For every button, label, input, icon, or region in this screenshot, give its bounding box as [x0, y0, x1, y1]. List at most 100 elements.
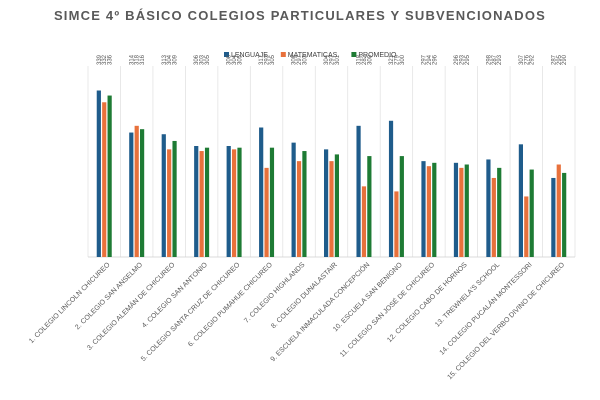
bar-lenguaje — [226, 146, 231, 257]
data-label: 306 — [194, 54, 200, 65]
data-label: 332 — [102, 54, 108, 65]
chart-title: SIMCE 4º BÁSICO COLEGIOS PARTICULARES Y … — [53, 8, 547, 23]
data-label: 304 — [324, 54, 330, 65]
category-label: 10. ESCUELA SAN BENIGNO — [332, 261, 404, 333]
data-label: 295 — [557, 54, 563, 65]
data-label: 297 — [297, 54, 303, 65]
bar-matematicas — [394, 191, 399, 257]
bar-lenguaje — [356, 125, 361, 258]
bar-lenguaje — [161, 134, 166, 257]
bar-matematicas — [296, 161, 302, 257]
bar-matematicas — [361, 186, 367, 257]
bar-promedio — [432, 162, 437, 257]
data-label: 287 — [492, 54, 498, 65]
data-label: 305 — [238, 54, 244, 65]
data-label: 293 — [497, 54, 503, 65]
data-label: 276 — [524, 54, 530, 65]
bar-lenguaje — [388, 120, 394, 257]
data-label: 304 — [167, 54, 173, 65]
data-label: 279 — [394, 54, 400, 65]
data-label: 318 — [357, 54, 363, 65]
bar-matematicas — [426, 166, 431, 257]
bar-lenguaje — [96, 90, 101, 257]
bar-promedio — [562, 172, 567, 257]
data-label: 293 — [459, 54, 465, 65]
bar-matematicas — [459, 167, 464, 257]
legend-label: LENGUAJE — [231, 52, 268, 59]
bar-matematicas — [232, 149, 237, 257]
data-label: 307 — [519, 54, 525, 65]
bar-matematicas — [199, 151, 204, 257]
data-label: 296 — [454, 54, 460, 65]
data-label: 303 — [302, 54, 308, 65]
bar-lenguaje — [453, 162, 459, 257]
data-label: 298 — [486, 54, 492, 65]
data-label: 321 — [389, 54, 395, 65]
data-label: 309 — [173, 54, 179, 65]
bar-promedio — [497, 167, 502, 257]
bar-matematicas — [491, 177, 496, 257]
bar-promedio — [529, 169, 534, 257]
bar-promedio — [464, 164, 469, 257]
data-label: 303 — [200, 54, 206, 65]
data-label: 297 — [422, 54, 428, 65]
data-label: 296 — [432, 54, 438, 65]
bar-promedio — [237, 147, 242, 257]
bar-lenguaje — [518, 144, 523, 257]
data-label: 292 — [530, 54, 536, 65]
data-label: 295 — [465, 54, 471, 65]
data-label: 301 — [335, 54, 341, 65]
bar-promedio — [172, 140, 177, 257]
data-label: 318 — [135, 54, 141, 65]
bar-matematicas — [167, 149, 172, 257]
category-label: 7. COLEGIO HIGHLANDS — [243, 261, 306, 324]
category-label: 2. COLEGIO SAN ANSELMO — [74, 261, 144, 331]
data-label: 305 — [205, 54, 211, 65]
legend-swatch — [224, 52, 229, 57]
data-label: 300 — [400, 54, 406, 65]
bar-lenguaje — [291, 142, 296, 257]
data-label: 297 — [330, 54, 336, 65]
bar-matematicas — [556, 164, 561, 257]
data-label: 339 — [97, 54, 103, 65]
bar-matematicas — [264, 167, 269, 257]
legend-swatch — [351, 52, 357, 57]
data-label: 336 — [108, 54, 114, 65]
category-label: 15. COLEGIO DEL VERBO DIVINO DE CHICUREO — [446, 261, 566, 381]
bar-matematicas — [102, 102, 107, 257]
data-label: 300 — [367, 54, 373, 65]
bar-lenguaje — [421, 161, 426, 257]
bar-promedio — [140, 129, 145, 257]
data-label: 287 — [551, 54, 557, 65]
category-label: 8. COLEGIO DUNALASTAIR — [270, 261, 339, 330]
bar-promedio — [269, 147, 275, 257]
bar-matematicas — [134, 125, 139, 258]
bar-matematicas — [329, 161, 334, 257]
data-label: 282 — [362, 54, 368, 65]
bar-lenguaje — [129, 132, 134, 257]
data-label: 306 — [227, 54, 233, 65]
bar-promedio — [334, 154, 339, 257]
bar-promedio — [367, 156, 372, 257]
data-label: 316 — [140, 54, 146, 65]
legend-label: MATEMATICAS — [288, 52, 338, 59]
bar-lenguaje — [259, 127, 264, 257]
bar-matematicas — [524, 196, 529, 257]
data-label: 317 — [259, 54, 265, 65]
legend-label: PROMEDIO — [358, 52, 397, 59]
data-label: 314 — [129, 54, 135, 65]
legend-swatch — [280, 52, 286, 57]
bar-promedio — [204, 147, 210, 257]
data-label: 313 — [162, 54, 168, 65]
bar-lenguaje — [551, 177, 556, 257]
bar-lenguaje — [486, 159, 491, 257]
category-label: 4. COLEGIO SAN ANTONIO — [141, 261, 210, 330]
data-label: 293 — [265, 54, 271, 65]
bar-promedio — [399, 156, 404, 257]
bar-promedio — [302, 151, 307, 257]
category-label: 13. TREWHELA'S SCHOOL — [434, 261, 501, 328]
data-label: 308 — [292, 54, 298, 65]
data-label: 294 — [427, 54, 433, 65]
